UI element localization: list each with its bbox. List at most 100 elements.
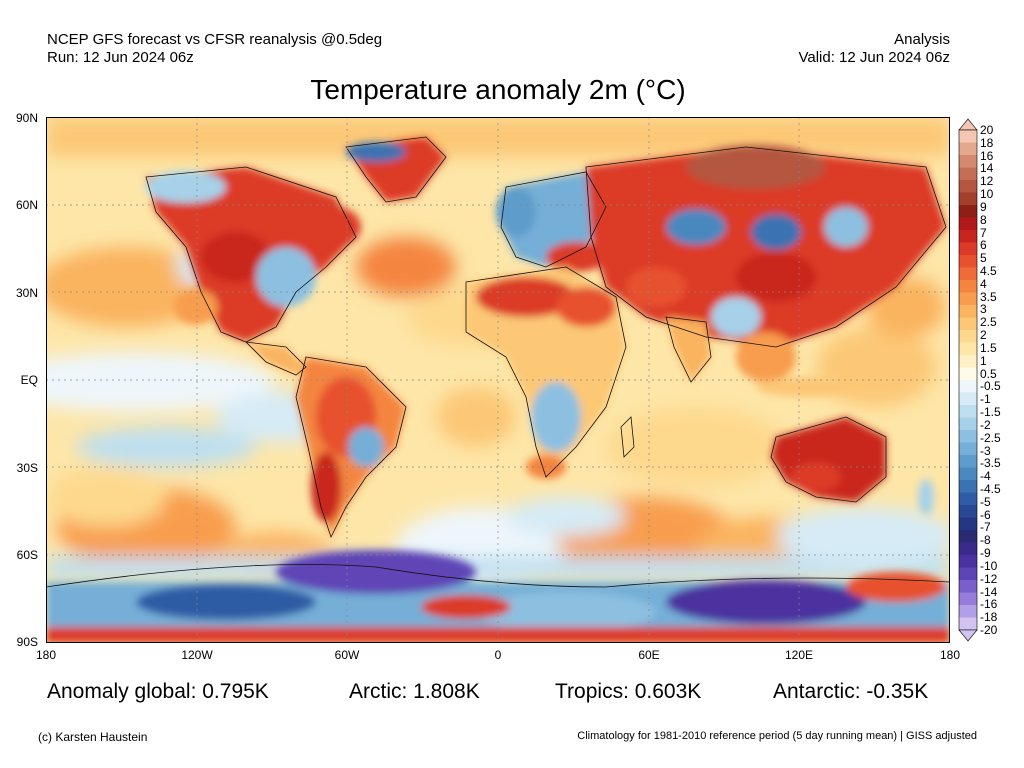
colorbar-tick-label: -8 bbox=[980, 533, 991, 548]
colorbar-bin bbox=[959, 230, 977, 243]
colorbar-bin bbox=[959, 430, 977, 443]
colorbar-tick-label: 1.5 bbox=[980, 340, 997, 355]
colorbar-bin bbox=[959, 167, 977, 181]
colorbar-tick-label: -10 bbox=[980, 558, 998, 573]
colorbar-bin bbox=[959, 380, 977, 393]
colorbar-bin bbox=[959, 605, 977, 618]
colorbar-tick-label: 3.5 bbox=[980, 289, 997, 304]
colorbar-tick-label: 5 bbox=[980, 251, 987, 266]
colorbar-bin bbox=[959, 417, 977, 431]
colorbar-bin bbox=[959, 355, 977, 368]
colorbar-tick-label: 6 bbox=[980, 238, 987, 253]
valid-time: Valid: 12 Jun 2024 06z bbox=[798, 49, 950, 66]
colorbar-tick-label: -0.5 bbox=[980, 379, 1001, 394]
colorbar-tick-label: 20 bbox=[980, 123, 994, 137]
colorbar-tick-label: 1 bbox=[980, 353, 987, 368]
colorbar-bin bbox=[959, 317, 977, 331]
colorbar-bin bbox=[959, 330, 977, 343]
colorbar-bin bbox=[959, 455, 977, 468]
colorbar-tick-label: 2 bbox=[980, 328, 987, 343]
colorbar-bin bbox=[959, 180, 977, 193]
colorbar-bin bbox=[959, 617, 977, 631]
colorbar-bin bbox=[959, 392, 977, 406]
colorbar-bin bbox=[959, 155, 977, 168]
colorbar-min-arrow bbox=[958, 629, 978, 642]
colorbar-tick-label: -9 bbox=[980, 546, 991, 561]
colorbar-bin bbox=[959, 242, 977, 256]
colorbar-bin bbox=[959, 542, 977, 556]
stat-tropics: Tropics: 0.603K bbox=[555, 680, 702, 703]
colorbar-tick-label: -3 bbox=[980, 443, 991, 458]
colorbar-bin bbox=[959, 280, 977, 293]
colorbar-bin bbox=[959, 205, 977, 218]
colorbar-tick-label: -18 bbox=[980, 610, 998, 625]
lat-label-eq: EQ bbox=[20, 373, 38, 387]
colorbar-bin bbox=[959, 480, 977, 493]
colorbar-tick-label: -6 bbox=[980, 507, 991, 522]
map-frame bbox=[46, 117, 950, 643]
lat-label-30s: 30S bbox=[16, 461, 38, 475]
colorbar-tick-label: -4 bbox=[980, 469, 991, 484]
temperature-anomaly-map bbox=[46, 117, 950, 643]
map-title: Temperature anomaly 2m (°C) bbox=[310, 74, 686, 105]
colorbar-tick-label: 14 bbox=[980, 161, 994, 176]
lon-label-0: 0 bbox=[494, 648, 502, 662]
colorbar-bin bbox=[959, 255, 977, 268]
colorbar-bin bbox=[959, 142, 977, 156]
colorbar-bin bbox=[959, 192, 977, 206]
colorbar-bin bbox=[959, 567, 977, 581]
colorbar-bin bbox=[959, 367, 977, 381]
colorbar-bin bbox=[959, 292, 977, 306]
colorbar-bin bbox=[959, 505, 977, 518]
colorbar-bin bbox=[959, 580, 977, 593]
colorbar-tick-label: -4.5 bbox=[980, 481, 1001, 496]
colorbar-tick-label: -14 bbox=[980, 584, 998, 599]
colorbar-tick-label: 9 bbox=[980, 199, 987, 214]
colorbar-max-arrow bbox=[958, 118, 978, 131]
colorbar-tick-label: 3 bbox=[980, 302, 987, 317]
copyright: (c) Karsten Haustein bbox=[38, 730, 148, 744]
lon-label-60w: 60W bbox=[334, 648, 360, 662]
colorbar-bin bbox=[959, 467, 977, 481]
colorbar-bin bbox=[959, 342, 977, 356]
colorbar-tick-label: 0.5 bbox=[980, 366, 997, 381]
colorbar-tick-label: -2 bbox=[980, 417, 991, 432]
colorbar-tick-label: 2.5 bbox=[980, 315, 997, 330]
colorbar-tick-label: -1.5 bbox=[980, 405, 1001, 420]
colorbar-tick-label: -12 bbox=[980, 571, 998, 586]
lat-label-60s: 60S bbox=[16, 548, 38, 562]
colorbar-tick-label: 7 bbox=[980, 225, 987, 240]
colorbar-bin bbox=[959, 305, 977, 318]
colorbar-bin bbox=[959, 405, 977, 418]
stat-arctic: Arctic: 1.808K bbox=[349, 680, 480, 703]
colorbar-bin bbox=[959, 492, 977, 506]
colorbar-bin bbox=[959, 442, 977, 456]
continent-anomalies bbox=[46, 137, 950, 643]
lat-label-30n: 30N bbox=[15, 286, 38, 300]
colorbar-tick-label: 18 bbox=[980, 135, 994, 150]
colorbar-tick-label: -7 bbox=[980, 520, 991, 535]
run-time: Run: 12 Jun 2024 06z bbox=[47, 49, 194, 66]
colorbar-bin bbox=[959, 267, 977, 281]
colorbar-tick-label: -3.5 bbox=[980, 456, 1001, 471]
model-description: NCEP GFS forecast vs CFSR reanalysis @0.… bbox=[47, 31, 383, 48]
colorbar-tick-label: -1 bbox=[980, 392, 991, 407]
lon-label-60e: 60E bbox=[638, 648, 660, 662]
lon-label-120w: 120W bbox=[181, 648, 213, 662]
colorbar-tick-label: 16 bbox=[980, 148, 994, 163]
lon-label-120e: 120E bbox=[784, 648, 814, 662]
colorbar-tick-label: -2.5 bbox=[980, 430, 1001, 445]
colorbar-bin bbox=[959, 530, 977, 543]
lat-label-60n: 60N bbox=[15, 198, 38, 212]
colorbar-tick-label: 4.5 bbox=[980, 264, 997, 279]
colorbar-bin bbox=[959, 555, 977, 568]
lon-label-180e: 180 bbox=[939, 648, 961, 662]
colorbar-tick-label: -20 bbox=[980, 623, 998, 637]
stat-antarctic: Antarctic: -0.35K bbox=[773, 680, 929, 703]
coastlines bbox=[46, 136, 950, 588]
colorbar-bin bbox=[959, 217, 977, 231]
lat-label-90n: 90N bbox=[15, 111, 38, 125]
climatology-note: Climatology for 1981-2010 reference peri… bbox=[577, 730, 977, 742]
colorbar-bin bbox=[959, 592, 977, 606]
colorbar-tick-label: 12 bbox=[980, 174, 994, 189]
